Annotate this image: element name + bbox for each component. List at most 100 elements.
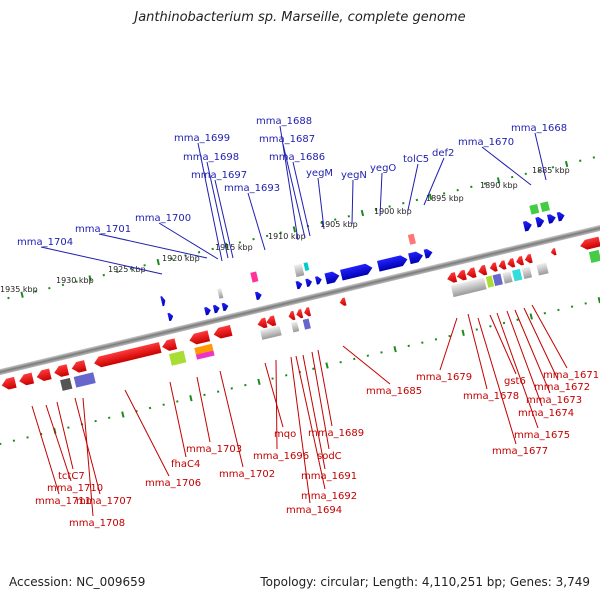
reverse-gene-arrow[interactable] — [489, 262, 498, 272]
forward-gene-label[interactable]: mma_1670 — [458, 137, 514, 148]
reverse-gene-label[interactable]: mma_1696 — [253, 451, 309, 462]
gene-feature-block[interactable] — [450, 277, 487, 298]
forward-gene-label[interactable]: mma_1704 — [17, 237, 73, 248]
forward-gene-arrow[interactable] — [295, 280, 304, 290]
reverse-gene-arrow[interactable] — [456, 269, 467, 282]
gene-feature-block[interactable] — [521, 266, 533, 280]
gene-feature-block[interactable] — [407, 233, 416, 245]
forward-gene-label[interactable]: mma_1700 — [135, 213, 191, 224]
reverse-gene-arrow[interactable] — [256, 317, 268, 330]
forward-gene-arrow[interactable] — [377, 254, 409, 272]
gene-feature-block[interactable] — [492, 273, 503, 287]
gene-feature-block[interactable] — [529, 203, 540, 215]
forward-gene-label[interactable]: mma_1699 — [174, 133, 230, 144]
forward-gene-label[interactable]: mma_1687 — [259, 134, 315, 145]
reverse-gene-arrow[interactable] — [579, 236, 600, 251]
reverse-gene-label[interactable]: mma_1675 — [514, 430, 570, 441]
forward-gene-label[interactable]: mma_1668 — [511, 123, 567, 134]
reverse-gene-label[interactable]: mma_1674 — [518, 408, 574, 419]
reverse-gene-label[interactable]: fhaC4 — [171, 459, 200, 470]
forward-gene-arrow[interactable] — [167, 312, 174, 322]
reverse-gene-label[interactable]: mma_1672 — [534, 382, 590, 393]
gene-feature-block[interactable] — [293, 263, 305, 278]
gene-feature-block[interactable] — [169, 350, 187, 366]
gene-feature-block[interactable] — [540, 201, 550, 213]
gene-feature-block[interactable] — [302, 318, 311, 330]
forward-gene-arrow[interactable] — [160, 296, 166, 307]
forward-gene-arrow[interactable] — [212, 304, 221, 314]
reverse-gene-arrow[interactable] — [265, 315, 277, 328]
forward-gene-label[interactable]: yegO — [370, 163, 396, 174]
gene-feature-block[interactable] — [536, 262, 549, 276]
reverse-gene-arrow[interactable] — [288, 310, 296, 321]
forward-gene-arrow[interactable] — [546, 213, 557, 224]
gene-feature-block[interactable] — [217, 288, 224, 299]
reverse-gene-label[interactable]: mma_1678 — [463, 391, 519, 402]
reverse-gene-arrow[interactable] — [18, 372, 35, 387]
reverse-gene-label[interactable]: tctC7 — [58, 471, 85, 482]
forward-gene-label[interactable]: mma_1698 — [183, 152, 239, 163]
forward-gene-label[interactable]: tolC5 — [403, 154, 429, 165]
forward-gene-arrow[interactable] — [324, 270, 341, 285]
reverse-gene-arrow[interactable] — [188, 330, 211, 345]
gene-feature-block[interactable] — [194, 343, 214, 356]
reverse-gene-arrow[interactable] — [161, 338, 178, 352]
forward-gene-label[interactable]: mma_1688 — [256, 116, 312, 127]
reverse-gene-label[interactable]: mma_1710 — [47, 483, 103, 494]
reverse-gene-arrow[interactable] — [477, 264, 488, 277]
reverse-gene-arrow[interactable] — [295, 308, 304, 319]
forward-gene-arrow[interactable] — [408, 250, 424, 265]
forward-gene-label[interactable]: mma_1701 — [75, 224, 131, 235]
reverse-gene-label[interactable]: mma_1703 — [186, 444, 242, 455]
forward-gene-label[interactable]: mma_1693 — [224, 183, 280, 194]
reverse-gene-label[interactable]: mqo — [274, 429, 296, 440]
reverse-gene-label[interactable]: mma_1706 — [145, 478, 201, 489]
reverse-gene-arrow[interactable] — [446, 272, 458, 284]
gene-feature-block[interactable] — [588, 249, 600, 263]
forward-gene-arrow[interactable] — [423, 248, 434, 259]
reverse-gene-arrow[interactable] — [524, 253, 533, 264]
forward-gene-arrow[interactable] — [254, 291, 263, 301]
forward-gene-label[interactable]: mma_1697 — [191, 170, 247, 181]
reverse-gene-label[interactable]: gst6 — [504, 376, 526, 387]
gene-feature-block[interactable] — [250, 271, 259, 283]
forward-gene-arrow[interactable] — [204, 306, 212, 316]
forward-gene-arrow[interactable] — [556, 211, 566, 222]
reverse-gene-label[interactable]: mma_1679 — [416, 372, 472, 383]
reverse-gene-arrow[interactable] — [498, 260, 507, 270]
gene-feature-block[interactable] — [303, 262, 310, 271]
gene-feature-block[interactable] — [291, 321, 300, 333]
gene-feature-block[interactable] — [73, 372, 96, 388]
reverse-gene-label[interactable]: mma_1711 — [35, 496, 91, 507]
reverse-gene-arrow[interactable] — [303, 307, 312, 317]
reverse-gene-label[interactable]: mma_1671 — [543, 370, 599, 381]
forward-gene-arrow[interactable] — [340, 262, 374, 281]
forward-gene-arrow[interactable] — [535, 216, 545, 228]
reverse-gene-arrow[interactable] — [515, 255, 524, 266]
forward-gene-label[interactable]: yegN — [341, 170, 367, 181]
reverse-gene-label[interactable]: mma_1677 — [492, 446, 548, 457]
reverse-gene-label[interactable]: sodC — [317, 451, 342, 462]
forward-gene-arrow[interactable] — [221, 302, 230, 312]
reverse-gene-arrow[interactable] — [0, 376, 17, 391]
reverse-gene-label[interactable]: mma_1702 — [219, 469, 275, 480]
reverse-gene-arrow[interactable] — [212, 325, 233, 340]
reverse-gene-label[interactable]: mma_1707 — [76, 496, 132, 507]
reverse-gene-label[interactable]: mma_1689 — [308, 428, 364, 439]
gene-feature-block[interactable] — [502, 271, 513, 284]
reverse-gene-label[interactable]: mma_1694 — [286, 505, 342, 516]
gene-feature-block[interactable] — [485, 275, 495, 288]
reverse-gene-arrow[interactable] — [506, 258, 516, 268]
reverse-gene-arrow[interactable] — [35, 368, 52, 382]
reverse-gene-label[interactable]: mma_1708 — [69, 518, 125, 529]
forward-gene-label[interactable]: def2 — [432, 148, 454, 159]
reverse-gene-arrow[interactable] — [465, 267, 477, 279]
reverse-gene-arrow[interactable] — [53, 364, 70, 378]
gene-feature-block[interactable] — [259, 325, 282, 340]
gene-feature-block[interactable] — [60, 377, 73, 391]
gene-feature-block[interactable] — [512, 268, 523, 282]
reverse-gene-arrow[interactable] — [339, 297, 347, 307]
reverse-gene-arrow[interactable] — [550, 248, 557, 256]
reverse-gene-arrow[interactable] — [70, 360, 87, 374]
gene-feature-block[interactable] — [195, 350, 215, 360]
